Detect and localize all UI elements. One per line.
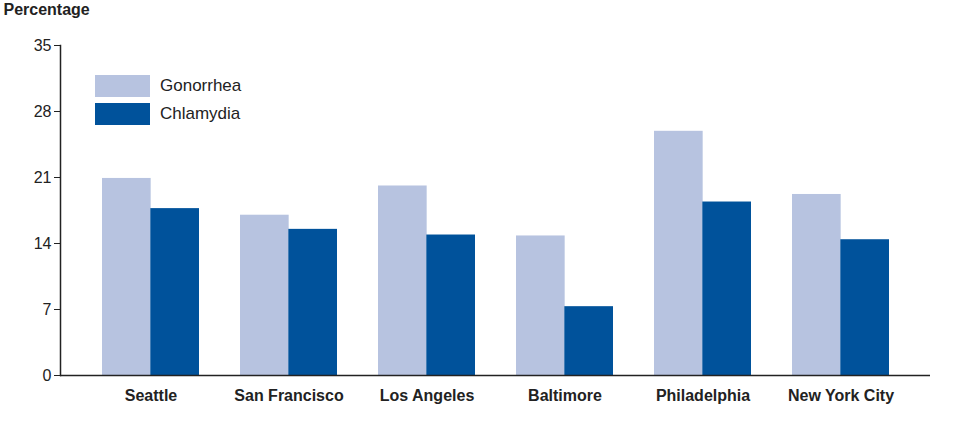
svg-text:San Francisco: San Francisco bbox=[234, 387, 344, 404]
svg-text:14: 14 bbox=[34, 235, 52, 252]
svg-text:21: 21 bbox=[34, 169, 52, 186]
svg-text:0: 0 bbox=[43, 367, 52, 384]
svg-text:7: 7 bbox=[43, 301, 52, 318]
svg-text:New York City: New York City bbox=[788, 387, 894, 404]
svg-text:Percentage: Percentage bbox=[4, 1, 90, 18]
html-text:Gonorrhea: Gonorrhea bbox=[160, 76, 242, 95]
svg-text:28: 28 bbox=[34, 103, 52, 120]
svg-text:Seattle: Seattle bbox=[125, 387, 178, 404]
html-text:Chlamydia: Chlamydia bbox=[160, 104, 241, 123]
svg-text:Los Angeles: Los Angeles bbox=[380, 387, 475, 404]
svg-text:35: 35 bbox=[34, 37, 52, 54]
svg-text:Philadelphia: Philadelphia bbox=[656, 387, 750, 404]
svg-text:Baltimore: Baltimore bbox=[528, 387, 602, 404]
